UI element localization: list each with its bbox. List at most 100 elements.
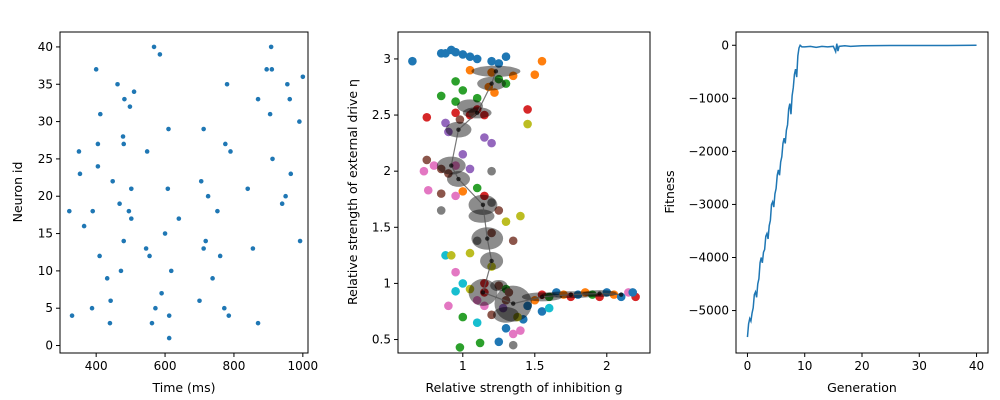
spike-point: [228, 149, 233, 154]
params-xtick-label: 2: [603, 359, 611, 373]
individual-point: [490, 88, 499, 97]
spike-point: [255, 320, 261, 326]
individual-point: [465, 52, 475, 61]
individual-point: [444, 169, 453, 178]
individual-point: [487, 56, 496, 66]
spike-point: [166, 126, 171, 132]
individual-point: [436, 164, 446, 174]
individual-point: [419, 166, 429, 176]
individual-point: [423, 185, 433, 195]
spike-point: [120, 134, 126, 139]
spike-point: [270, 156, 275, 162]
spike-point: [222, 305, 227, 311]
individual-point: [494, 59, 504, 68]
spike-point: [205, 193, 211, 199]
individual-point: [451, 77, 460, 86]
spike-point: [300, 74, 306, 80]
individual-point: [472, 183, 482, 193]
spike-point: [162, 231, 168, 236]
spike-point: [117, 201, 122, 206]
individual-point: [530, 70, 540, 79]
individual-point: [480, 133, 489, 142]
individual-point: [595, 292, 604, 302]
individual-point: [458, 187, 468, 196]
raster-xtick-label: 400: [85, 359, 108, 373]
individual-point: [472, 295, 482, 305]
individual-point: [523, 301, 532, 311]
individual-point: [498, 303, 508, 313]
spike-point: [104, 276, 110, 281]
spike-point: [69, 313, 75, 318]
individual-point: [501, 79, 511, 88]
spike-point: [115, 81, 120, 87]
spike-point: [166, 313, 172, 318]
spike-point: [255, 96, 261, 102]
individual-point: [487, 228, 496, 238]
spike-point: [168, 268, 174, 274]
individual-point: [628, 288, 638, 297]
fitness-ylabel: Fitness: [662, 170, 677, 213]
fitness-xlabel: Generation: [827, 380, 897, 395]
trajectory-point: [480, 202, 486, 208]
trajectory-point: [456, 127, 461, 132]
spike-point: [77, 171, 83, 177]
spike-point: [108, 298, 113, 304]
spike-point: [226, 313, 232, 318]
raster-xtick-label: 1000: [288, 359, 319, 373]
spike-point: [76, 149, 82, 154]
individual-point: [501, 295, 511, 305]
individual-point: [501, 324, 511, 333]
spike-point: [107, 320, 113, 326]
trajectory-point: [539, 294, 545, 300]
raster-ytick-label: 30: [38, 115, 53, 129]
individual-point: [494, 281, 504, 290]
spike-point: [224, 81, 230, 87]
spike-point: [93, 67, 99, 72]
individual-point: [508, 71, 518, 81]
individual-point: [480, 191, 489, 201]
spike-point: [203, 238, 208, 244]
individual-point: [508, 340, 518, 350]
individual-point: [487, 68, 496, 77]
spike-point: [131, 89, 137, 95]
individual-point: [446, 251, 456, 260]
individual-point: [494, 206, 504, 215]
fitness-plot: 0 10 20 30 40 0 −1000 −2000 −3000 −4000 −5000 Gene…: [662, 31, 989, 395]
fitness-xtick-label: 0: [744, 359, 752, 373]
raster-ylabel: Neuron id: [10, 162, 25, 223]
spike-point: [267, 111, 273, 117]
population-ellipse: [457, 99, 483, 113]
individual-point: [516, 326, 525, 335]
spike-point: [90, 208, 96, 214]
params-xtick-label: 1.5: [525, 359, 544, 373]
trajectory-point: [480, 290, 486, 295]
spike-point: [89, 305, 95, 311]
spike-point: [144, 149, 150, 154]
population-ellipse: [490, 280, 508, 292]
params-ylabel: Relative strength of external drive η: [345, 79, 360, 305]
spike-point: [297, 119, 302, 124]
spike-point: [165, 186, 171, 192]
trajectory-point: [485, 236, 490, 241]
spike-point: [201, 126, 206, 132]
individual-point: [480, 110, 489, 120]
individual-point: [513, 312, 522, 322]
individual-point: [487, 166, 496, 176]
spike-point: [129, 216, 134, 221]
fitness-xtick-label: 40: [969, 359, 984, 373]
spike-point: [81, 223, 87, 229]
individual-point: [523, 119, 532, 129]
trajectory-point: [597, 291, 602, 296]
spike-point: [98, 111, 103, 117]
spike-point: [95, 141, 101, 147]
spike-point: [67, 208, 72, 214]
raster-ytick-label: 20: [38, 189, 53, 203]
population-ellipse: [493, 306, 519, 323]
spike-point: [217, 253, 223, 259]
spike-point: [287, 96, 293, 102]
individual-point: [487, 310, 496, 320]
params-xlabel: Relative strength of inhibition g: [425, 380, 622, 395]
fitness-ytick-label: 0: [721, 38, 729, 52]
spike-point: [129, 186, 134, 192]
spike-point: [118, 268, 124, 274]
